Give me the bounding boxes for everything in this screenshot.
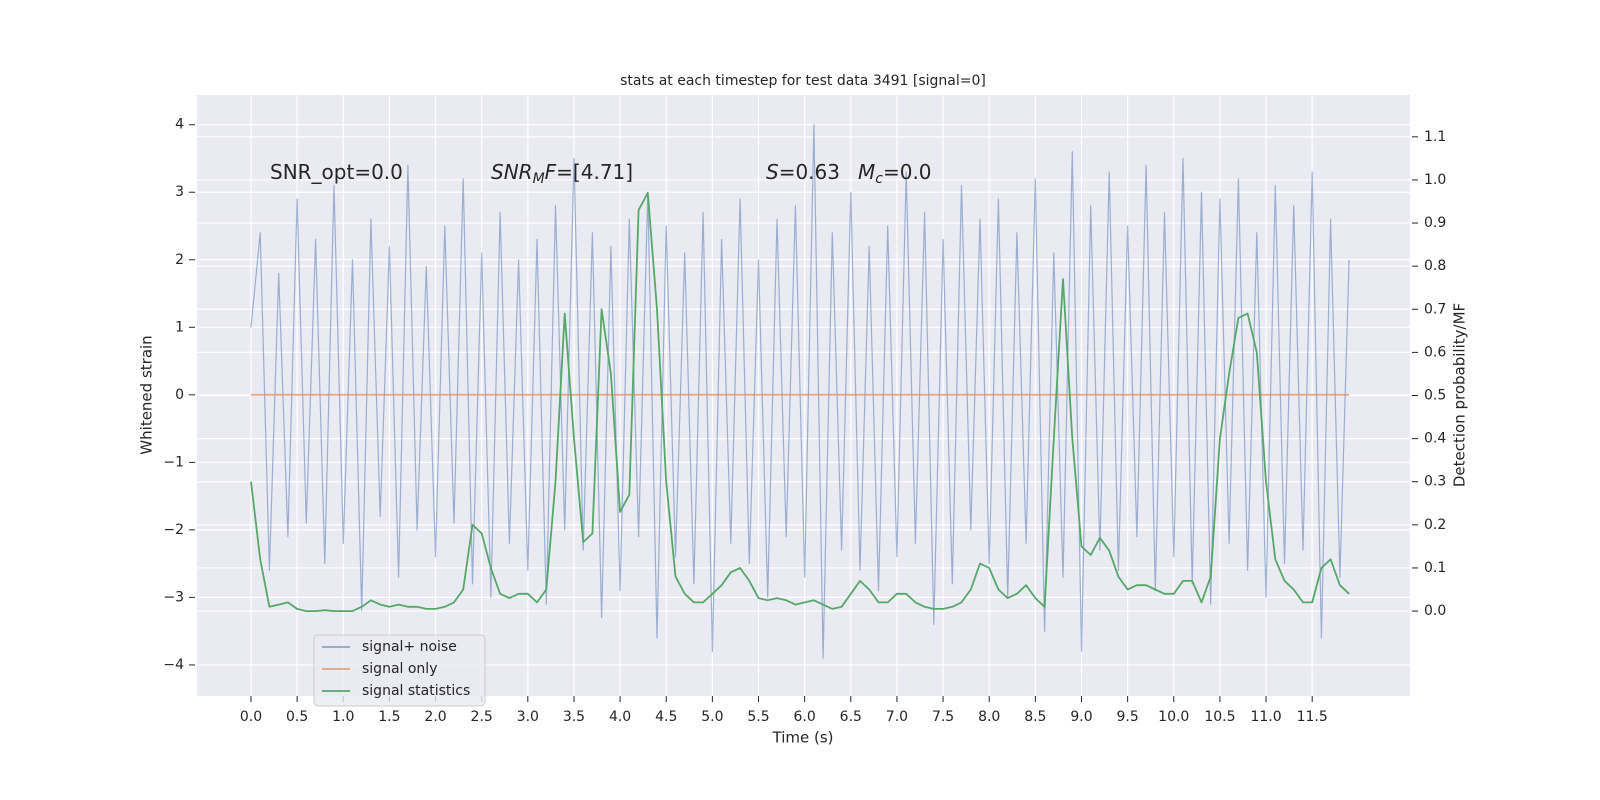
labels: 0.0 0.5 1.0 1.5 2.0 2.5 3.0 3.5 4.0 4.5 5.0 5.5 6.0 6… (163, 117, 1446, 725)
y-tick-label: −4 (163, 657, 184, 673)
x-tick-label: 0.5 (286, 709, 308, 725)
y-tick-label: −2 (163, 522, 184, 538)
legend: signal+ noise signal only signal statistic… (313, 634, 486, 707)
x-axis-label: Time (s) (772, 729, 834, 747)
x-tick-label: 9.5 (1116, 709, 1138, 725)
x-tick-label: 3.0 (517, 709, 539, 725)
legend-label: signal+ noise (362, 639, 457, 655)
y2-tick-label: 0.6 (1424, 344, 1446, 360)
y-tick-label: −1 (163, 454, 184, 470)
y2-tick-label: 0.2 (1424, 517, 1446, 533)
y2-tick-label: 0.5 (1424, 388, 1446, 404)
y2-tick-label: 1.1 (1424, 129, 1446, 145)
x-tick-label: 6.0 (794, 709, 816, 725)
annotation-part: S (766, 160, 779, 184)
marks (250, 124, 1350, 659)
y2-axis-label: Detection probability/MF (1451, 303, 1469, 487)
y2-tick-label: 0.3 (1424, 474, 1446, 490)
x-tick-label: 8.5 (1024, 709, 1046, 725)
x-tick-label: 0.0 (240, 709, 262, 725)
x-tick-label: 6.5 (840, 709, 862, 725)
x-tick-label: 1.5 (378, 709, 400, 725)
chart-title: stats at each timestep for test data 349… (620, 73, 986, 89)
y-axis-label: Whitened strain (138, 335, 156, 454)
x-tick-label: 8.0 (978, 709, 1000, 725)
x-tick-label: 11.0 (1250, 709, 1281, 725)
y2-tick-label: 0.0 (1424, 603, 1446, 619)
x-tick-label: 3.5 (563, 709, 585, 725)
x-tick-label: 5.5 (747, 709, 769, 725)
x-tick-label: 4.5 (655, 709, 677, 725)
y-tick-label: 4 (175, 117, 184, 133)
annotation: SNR_opt=0.0 (270, 160, 403, 184)
annotation-part: =[4.71] (556, 160, 633, 184)
y2-tick-label: 0.1 (1424, 560, 1446, 576)
x-tick-label: 9.0 (1070, 709, 1092, 725)
series-line (250, 191, 1350, 612)
annotation-part: M (858, 160, 875, 184)
y-tick-label: 2 (175, 252, 184, 268)
annotation: SNRMF=[4.71] (491, 160, 633, 188)
legend-label: signal only (362, 661, 437, 677)
annotation-part: =0.63 (779, 160, 840, 184)
y2-tick-label: 0.7 (1424, 301, 1446, 317)
y2-tick-label: 0.8 (1424, 258, 1446, 274)
x-tick-label: 7.5 (932, 709, 954, 725)
annotation-part: M (533, 171, 545, 187)
legend-box (313, 634, 486, 707)
legend-label: signal statistics (362, 683, 470, 699)
annotation-part: F (545, 160, 557, 184)
annotation-part: SNR_opt=0.0 (270, 160, 403, 184)
y-tick-label: 3 (175, 184, 184, 200)
x-tick-label: 5.0 (701, 709, 723, 725)
x-tick-label: 10.0 (1158, 709, 1189, 725)
x-tick-label: 1.0 (332, 709, 354, 725)
y-tick-label: −3 (163, 589, 184, 605)
annotation: S=0.63 (766, 160, 840, 184)
x-tick-label: 4.0 (609, 709, 631, 725)
y2-tick-label: 0.4 (1424, 431, 1446, 447)
annotation-part: c (875, 171, 883, 187)
x-tick-label: 2.5 (471, 709, 493, 725)
y2-tick-label: 1.0 (1424, 172, 1446, 188)
annotation-part: =0.0 (883, 160, 932, 184)
x-tick-label: 10.5 (1204, 709, 1235, 725)
x-tick-label: 11.5 (1297, 709, 1328, 725)
x-tick-label: 2.0 (424, 709, 446, 725)
y-tick-label: 0 (175, 387, 184, 403)
y-tick-label: 1 (175, 319, 184, 335)
x-tick-label: 7.0 (886, 709, 908, 725)
annotation-part: SNR (491, 160, 533, 184)
series-line (250, 124, 1350, 659)
y2-tick-label: 0.9 (1424, 215, 1446, 231)
annotation: Mc=0.0 (858, 160, 932, 188)
